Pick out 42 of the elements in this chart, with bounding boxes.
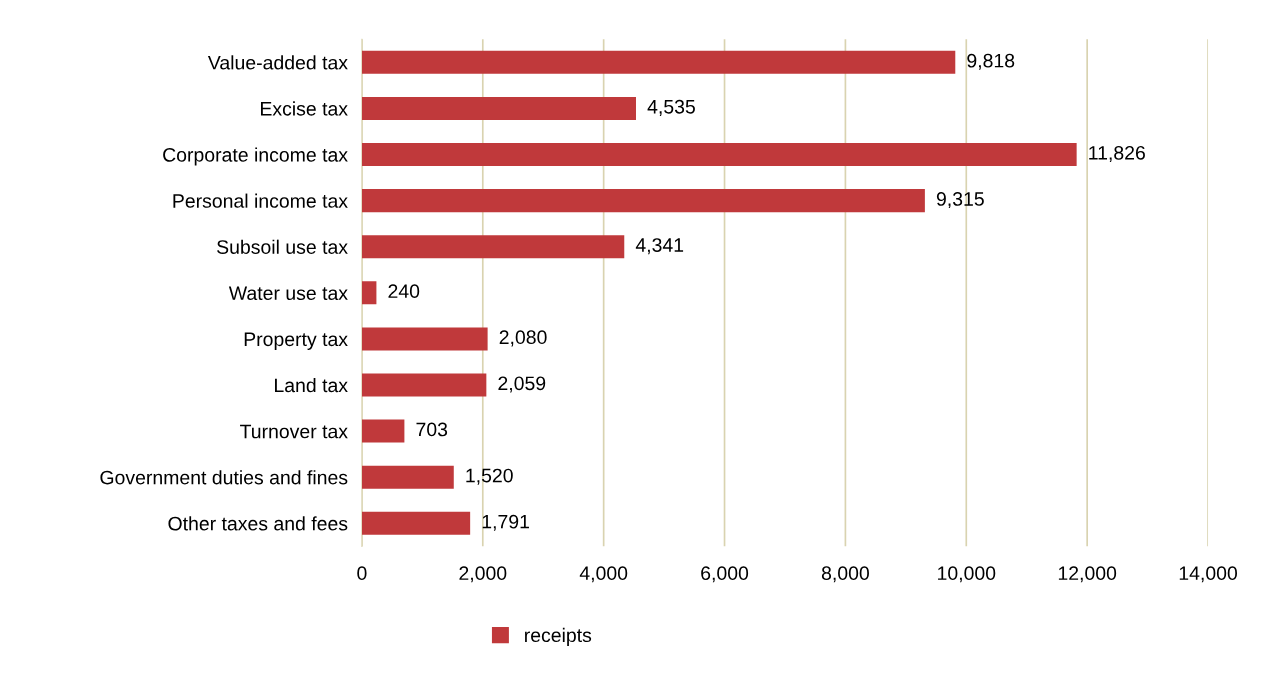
bar [361, 465, 454, 489]
bar [361, 327, 488, 351]
bar [361, 419, 405, 443]
y-tick-label: Land tax [275, 377, 348, 393]
data-label: 1,791 [482, 514, 529, 531]
x-tick-label: 8,000 [821, 566, 869, 583]
y-tick-label: Excise tax [261, 101, 348, 116]
y-tick-label: Corporate income tax [163, 147, 348, 166]
data-label: 11,826 [1089, 145, 1145, 163]
bar [361, 96, 636, 120]
y-tick-label: Water use tax [228, 286, 348, 301]
data-label: 2,059 [498, 376, 546, 393]
data-label: 1,520 [466, 468, 513, 485]
x-tick-label: 2,000 [459, 566, 507, 583]
bar [361, 281, 377, 305]
y-tick-label: Personal income tax [173, 193, 348, 208]
data-label: 9,315 [936, 192, 984, 209]
bar [361, 235, 625, 259]
x-tick-label: 12,000 [1058, 566, 1117, 583]
y-tick-label: Property tax [244, 332, 348, 350]
bar [361, 50, 956, 74]
data-label: 2,080 [499, 330, 547, 347]
x-tick-label: 14,000 [1179, 566, 1238, 583]
y-tick-label: Value-added tax [207, 55, 348, 70]
bar [361, 373, 487, 397]
data-label: 4,535 [647, 99, 695, 116]
legend-label: receipts [525, 627, 592, 646]
data-label: 703 [416, 422, 448, 437]
data-label: 4,341 [635, 238, 684, 255]
x-tick-label: 4,000 [579, 566, 628, 583]
x-tick-label: 6,000 [701, 566, 749, 583]
data-label: 240 [388, 284, 420, 299]
y-tick-label: Turnover tax [240, 424, 348, 439]
y-tick-label: Other taxes and fees [168, 516, 348, 531]
y-tick-label: Government duties and fines [100, 470, 348, 485]
x-tick-label: 0 [357, 566, 367, 581]
bar [361, 511, 471, 535]
x-tick-label: 10,000 [938, 566, 996, 583]
bar [361, 142, 1077, 167]
data-label: 9,818 [967, 53, 1015, 70]
y-tick-label: Subsoil use tax [217, 239, 348, 254]
bar [361, 189, 925, 213]
